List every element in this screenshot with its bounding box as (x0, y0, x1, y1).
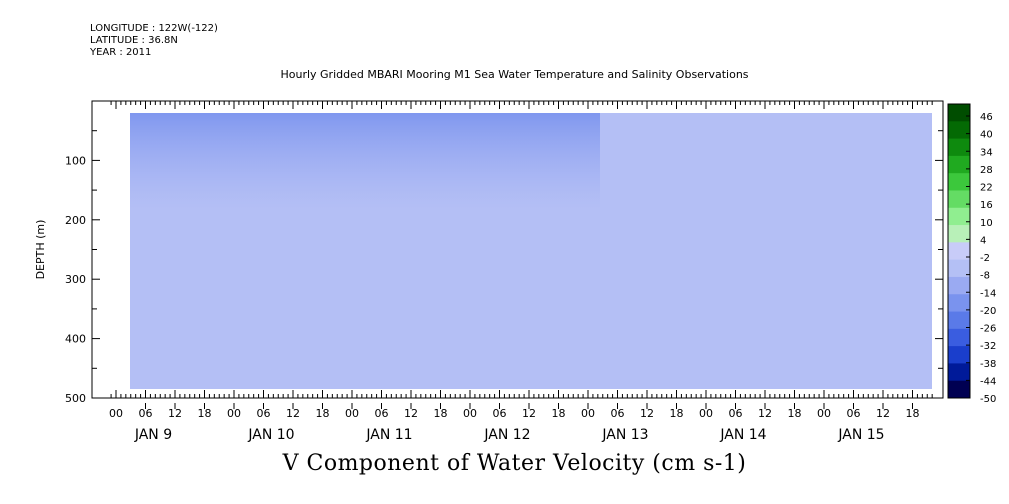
colorbar-label: 16 (980, 200, 993, 211)
x-hour-label: 18 (670, 407, 684, 420)
x-hour-label: 06 (729, 407, 743, 420)
colorbar-cell (948, 363, 970, 382)
colorbar: 46 40 34 28 22 16 10 4 -2 -8 -14 -20 -26 -32 -38 -44 -50 (947, 103, 996, 405)
x-hour-label: 06 (493, 407, 507, 420)
x-hour-label: 00 (699, 407, 713, 420)
colorbar-cell (948, 225, 970, 243)
x-hour-label: 06 (611, 407, 625, 420)
x-hour-label: 00 (109, 407, 123, 420)
colorbar-cell (948, 380, 970, 399)
colorbar-cell (948, 328, 970, 347)
x-day-label: JAN 14 (719, 427, 766, 443)
colorbar-label: -44 (980, 376, 996, 387)
x-hour-label: 12 (522, 407, 536, 420)
x-hour-label: 06 (257, 407, 271, 420)
variable-label: V Component of Water Velocity (cm s-1) (282, 451, 747, 476)
field-negative-patches (130, 113, 932, 389)
x-hour-label: 06 (139, 407, 153, 420)
x-day-label: JAN 10 (247, 427, 294, 443)
colorbar-label: -26 (980, 324, 996, 335)
colorbar-cell (948, 121, 970, 139)
year-label: YEAR : 2011 (90, 47, 152, 58)
colorbar-cell (948, 104, 970, 122)
x-hour-label: 18 (316, 407, 330, 420)
y-axis-label: DEPTH (m) (34, 220, 47, 280)
x-hour-label: 00 (817, 407, 831, 420)
x-day-label: JAN 12 (483, 427, 530, 443)
x-hour-label: 18 (434, 407, 448, 420)
axes: 100 200 300 400 500 DEPTH (m) 00 06 12 18 00 06 12 18… (34, 100, 944, 443)
colorbar-cell (948, 207, 970, 226)
colorbar-label: 34 (980, 147, 993, 158)
colorbar-label: -50 (980, 394, 996, 405)
colorbar-label: -14 (980, 288, 996, 299)
latitude-label: LATITUDE : 36.8N (90, 35, 178, 46)
x-hour-label: 18 (198, 407, 212, 420)
x-day-label: JAN 11 (365, 427, 412, 443)
y-tick-label: 400 (65, 333, 86, 346)
x-hour-label: 00 (581, 407, 595, 420)
x-hour-label: 00 (463, 407, 477, 420)
x-hour-label: 12 (404, 407, 418, 420)
colorbar-label: -20 (980, 306, 996, 317)
colorbar-label: -8 (980, 271, 990, 282)
colorbar-cell (948, 138, 970, 157)
colorbar-cell (948, 294, 970, 312)
x-hour-label: 12 (876, 407, 890, 420)
x-day-label: JAN 15 (837, 427, 884, 443)
x-hour-label: 12 (640, 407, 654, 420)
colorbar-label: 10 (980, 218, 993, 229)
metadata-block: LONGITUDE : 122W(-122) LATITUDE : 36.8N … (90, 23, 218, 59)
x-hour-label: 12 (168, 407, 182, 420)
y-tick-label: 100 (65, 154, 86, 167)
heatmap-field (130, 113, 932, 389)
colorbar-cell (948, 242, 970, 261)
colorbar-cell (948, 346, 970, 364)
x-hour-label: 06 (375, 407, 389, 420)
colorbar-label: -2 (980, 253, 990, 264)
x-hour-label: 12 (286, 407, 300, 420)
x-hour-label: 18 (552, 407, 566, 420)
colorbar-label: -38 (980, 359, 996, 370)
colorbar-cell (948, 276, 970, 295)
x-hour-label: 00 (227, 407, 241, 420)
x-day-label: JAN 13 (601, 427, 648, 443)
chart-title: Hourly Gridded MBARI Mooring M1 Sea Wate… (280, 68, 749, 81)
colorbar-cell (948, 311, 970, 330)
colorbar-label: 40 (980, 130, 993, 141)
x-hour-label: 18 (906, 407, 920, 420)
colorbar-cell (948, 173, 970, 191)
x-hour-label: 12 (758, 407, 772, 420)
colorbar-cell (948, 259, 970, 278)
x-day-label: JAN 9 (134, 427, 172, 443)
colorbar-label: 46 (980, 112, 993, 123)
colorbar-label: 4 (980, 235, 986, 246)
x-hour-label: 06 (847, 407, 861, 420)
colorbar-label: 28 (980, 165, 993, 176)
colorbar-cell (948, 190, 970, 209)
x-hour-label: 00 (345, 407, 359, 420)
y-tick-label: 200 (65, 214, 86, 227)
colorbar-frame (947, 103, 971, 399)
longitude-label: LONGITUDE : 122W(-122) (90, 23, 218, 34)
colorbar-cell (948, 155, 970, 174)
x-hour-label: 18 (788, 407, 802, 420)
y-tick-label: 300 (65, 273, 86, 286)
y-tick-label: 500 (65, 392, 86, 405)
colorbar-label: -32 (980, 341, 996, 352)
colorbar-label: 22 (980, 183, 993, 194)
